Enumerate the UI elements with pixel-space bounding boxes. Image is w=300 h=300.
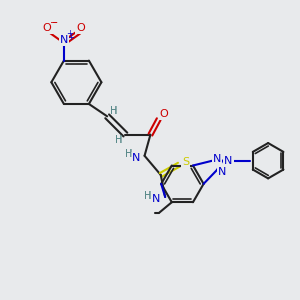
Text: N: N (60, 35, 68, 45)
Text: S: S (182, 157, 189, 167)
Text: +: + (66, 29, 73, 38)
Text: N: N (213, 154, 221, 164)
Text: N: N (213, 154, 221, 164)
Text: H: H (115, 136, 123, 146)
Text: H: H (125, 149, 132, 159)
Text: N: N (132, 153, 140, 163)
Text: N: N (218, 167, 226, 177)
Text: H: H (144, 190, 152, 200)
Text: H: H (110, 106, 117, 116)
Text: N: N (224, 156, 232, 166)
Text: N: N (132, 153, 140, 163)
Text: −: − (50, 18, 58, 28)
Text: −: − (50, 18, 57, 27)
Text: S: S (182, 157, 189, 167)
Text: H: H (144, 190, 152, 200)
Text: O: O (43, 22, 52, 33)
Text: H: H (125, 149, 132, 159)
Text: N: N (152, 194, 160, 204)
Text: H: H (115, 136, 123, 146)
Text: N: N (152, 194, 160, 204)
Text: N: N (60, 35, 68, 45)
Text: O: O (160, 109, 168, 119)
Text: O: O (160, 109, 168, 119)
Text: H: H (110, 106, 117, 116)
Text: +: + (67, 32, 74, 41)
Text: O: O (76, 22, 85, 33)
Text: O: O (43, 22, 52, 33)
Text: O: O (76, 22, 85, 33)
Text: N: N (218, 167, 226, 177)
Text: N: N (224, 156, 232, 166)
